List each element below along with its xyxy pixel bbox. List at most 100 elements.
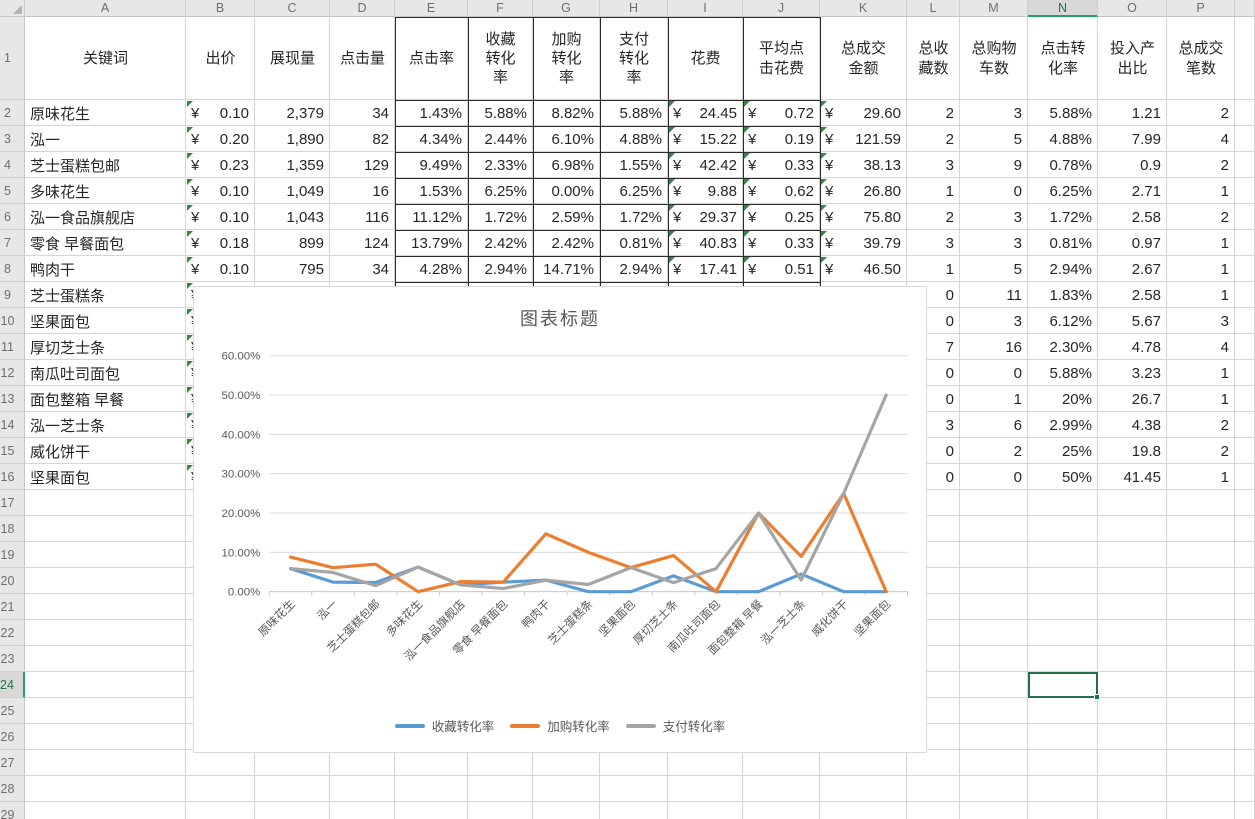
cell-J5[interactable]: ¥0.62 — [743, 178, 820, 204]
grid-cell[interactable] — [820, 17, 907, 100]
grid-cell[interactable] — [533, 776, 600, 802]
column-header-M[interactable]: M — [960, 0, 1028, 17]
cell-A4[interactable]: 芝士蛋糕包邮 — [30, 157, 121, 175]
grid-cell[interactable] — [668, 256, 743, 282]
cell-G3[interactable]: 6.10% — [551, 130, 594, 148]
cell-N10[interactable]: 6.12% — [1049, 312, 1092, 330]
grid-cell[interactable] — [25, 178, 186, 204]
grid-cell[interactable] — [25, 542, 186, 568]
grid-cell[interactable] — [1028, 516, 1098, 542]
grid-cell[interactable] — [820, 750, 907, 776]
grid-cell[interactable] — [668, 152, 743, 178]
grid-cell[interactable] — [600, 178, 668, 204]
grid-cell[interactable] — [668, 802, 743, 819]
cell-M14[interactable]: 6 — [1013, 416, 1022, 434]
grid-cell[interactable] — [1098, 620, 1167, 646]
grid-cell[interactable] — [1028, 178, 1098, 204]
grid-cell[interactable] — [743, 204, 820, 230]
cell-A10[interactable]: 坚果面包 — [30, 313, 91, 331]
grid-cell[interactable] — [1028, 594, 1098, 620]
cell-D8[interactable]: 34 — [372, 260, 389, 278]
cell-O11[interactable]: 4.78 — [1131, 338, 1161, 356]
grid-cell[interactable] — [1028, 100, 1098, 126]
grid-cell[interactable] — [907, 698, 960, 724]
column-header-L[interactable]: L — [907, 0, 960, 17]
grid-cell[interactable] — [25, 256, 186, 282]
grid-cell[interactable] — [1098, 386, 1167, 412]
grid-cell[interactable] — [186, 776, 255, 802]
grid-cell[interactable] — [600, 100, 668, 126]
grid-cell[interactable] — [1235, 776, 1255, 802]
grid-cell[interactable] — [330, 204, 395, 230]
grid-cell[interactable] — [960, 360, 1028, 386]
grid-cell[interactable] — [1167, 17, 1235, 100]
grid-cell[interactable] — [25, 568, 186, 594]
grid-cell[interactable] — [820, 230, 907, 256]
cell-P9[interactable]: 1 — [1220, 286, 1229, 304]
grid-cell[interactable] — [395, 230, 468, 256]
cell-H4[interactable]: 1.55% — [619, 156, 662, 174]
cell-F5[interactable]: 6.25% — [484, 182, 527, 200]
cell-A5[interactable]: 多味花生 — [30, 183, 91, 201]
column-header-B[interactable]: B — [186, 0, 255, 17]
cell-M11[interactable]: 16 — [1005, 338, 1022, 356]
grid-cell[interactable] — [1028, 360, 1098, 386]
cell-H8[interactable]: 2.94% — [619, 260, 662, 278]
grid-cell[interactable] — [907, 100, 960, 126]
grid-cell[interactable] — [25, 334, 186, 360]
grid-cell[interactable] — [743, 230, 820, 256]
grid-cell[interactable] — [1167, 490, 1235, 516]
cell-O13[interactable]: 26.7 — [1131, 390, 1161, 408]
cell-L7[interactable]: 3 — [945, 234, 954, 252]
grid-cell[interactable] — [255, 178, 330, 204]
cell-M5[interactable]: 0 — [1013, 182, 1022, 200]
grid-cell[interactable] — [255, 152, 330, 178]
cell-K2[interactable]: ¥29.60 — [820, 100, 907, 126]
cell-E7[interactable]: 13.79% — [411, 234, 462, 252]
cell-O14[interactable]: 4.38 — [1131, 416, 1161, 434]
grid-cell[interactable] — [1167, 646, 1235, 672]
cell-L3[interactable]: 2 — [945, 130, 954, 148]
cell-A2[interactable]: 原味花生 — [30, 105, 91, 123]
grid-cell[interactable] — [25, 100, 186, 126]
grid-cell[interactable] — [1167, 126, 1235, 152]
grid-cell[interactable] — [820, 204, 907, 230]
grid-cell[interactable] — [1235, 438, 1255, 464]
column-header-J[interactable]: J — [743, 0, 820, 17]
row-header-29[interactable]: 29 — [0, 802, 25, 819]
cell-L2[interactable]: 2 — [945, 104, 954, 122]
row-header-12[interactable]: 12 — [0, 360, 25, 386]
grid-cell[interactable] — [1028, 282, 1098, 308]
grid-cell[interactable] — [1098, 490, 1167, 516]
grid-cell[interactable] — [186, 750, 255, 776]
grid-cell[interactable] — [25, 464, 186, 490]
selected-cell-outline[interactable] — [1028, 672, 1100, 700]
cell-A15[interactable]: 威化饼干 — [30, 443, 91, 461]
grid-cell[interactable] — [1167, 334, 1235, 360]
grid-cell[interactable] — [1098, 776, 1167, 802]
grid-cell[interactable] — [907, 594, 960, 620]
grid-cell[interactable] — [907, 360, 960, 386]
column-header-E[interactable]: E — [395, 0, 468, 17]
grid-cell[interactable] — [820, 152, 907, 178]
cell-F3[interactable]: 2.44% — [484, 130, 527, 148]
grid-cell[interactable] — [1167, 568, 1235, 594]
cell-P11[interactable]: 4 — [1220, 338, 1229, 356]
cell-I8[interactable]: ¥17.41 — [668, 256, 743, 282]
grid-cell[interactable] — [907, 308, 960, 334]
grid-cell[interactable] — [1235, 334, 1255, 360]
grid-cell[interactable] — [1167, 152, 1235, 178]
grid-cell[interactable] — [907, 334, 960, 360]
cell-E2[interactable]: 1.43% — [419, 104, 462, 122]
grid-cell[interactable] — [25, 698, 186, 724]
grid-cell[interactable] — [1098, 646, 1167, 672]
grid-cell[interactable] — [960, 724, 1028, 750]
grid-cell[interactable] — [960, 750, 1028, 776]
grid-cell[interactable] — [468, 230, 533, 256]
grid-cell[interactable] — [1098, 308, 1167, 334]
grid-cell[interactable] — [668, 230, 743, 256]
cell-P14[interactable]: 2 — [1220, 416, 1229, 434]
grid-cell[interactable] — [186, 178, 255, 204]
cell-N3[interactable]: 4.88% — [1049, 130, 1092, 148]
cell-N11[interactable]: 2.30% — [1049, 338, 1092, 356]
